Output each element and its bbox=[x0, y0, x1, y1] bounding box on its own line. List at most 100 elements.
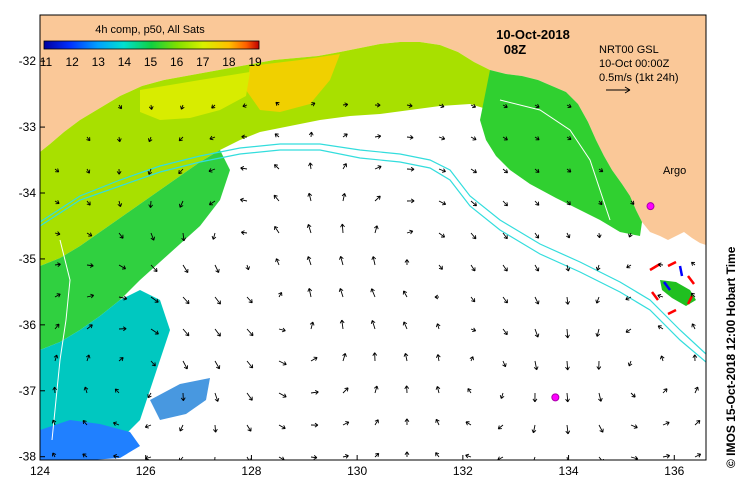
colorbar-tick-label: 14 bbox=[118, 55, 132, 69]
velocity-arrow bbox=[113, 454, 120, 459]
velocity-arrow bbox=[150, 360, 156, 367]
velocity-arrow bbox=[150, 264, 158, 273]
velocity-arrow bbox=[435, 323, 441, 330]
velocity-arrow bbox=[438, 264, 443, 270]
x-tick-label: 134 bbox=[559, 464, 579, 478]
velocity-arrow bbox=[310, 455, 318, 460]
velocity-arrow bbox=[502, 232, 508, 240]
x-tick-label: 128 bbox=[241, 464, 261, 478]
contour-white-2 bbox=[499, 99, 611, 221]
velocity-arrow bbox=[246, 424, 252, 432]
sst-southwest-cyan bbox=[40, 290, 170, 460]
velocity-arrow bbox=[374, 102, 381, 108]
velocity-arrow bbox=[82, 419, 88, 426]
velocity-arrow bbox=[180, 104, 185, 110]
colorbar-ticks: 11 12 13 14 15 16 17 18 19 bbox=[40, 55, 262, 69]
velocity-arrow bbox=[208, 200, 216, 206]
velocity-arrow bbox=[86, 232, 93, 237]
velocity-arrow bbox=[406, 135, 414, 140]
velocity-arrow bbox=[595, 328, 601, 337]
velocity-arrow bbox=[404, 385, 410, 394]
velocity-arrow bbox=[211, 232, 217, 240]
velocity-arrow bbox=[630, 200, 635, 205]
x-tick-label: 126 bbox=[136, 464, 156, 478]
velocity-arrow bbox=[53, 354, 59, 362]
velocity-arrow bbox=[404, 451, 410, 458]
y-tick-label: -37 bbox=[19, 384, 37, 398]
velocity-arrow bbox=[502, 136, 508, 141]
velocity-arrow bbox=[406, 166, 415, 172]
velocity-arrow bbox=[54, 200, 60, 205]
velocity-arrow bbox=[657, 325, 664, 330]
velocity-arrow bbox=[438, 168, 446, 173]
velocity-arrow bbox=[340, 223, 345, 234]
velocity-arrow bbox=[403, 352, 409, 362]
velocity-arrow bbox=[534, 264, 540, 272]
velocity-arrow bbox=[502, 296, 508, 304]
velocity-arrow bbox=[404, 259, 410, 266]
velocity-arrow bbox=[630, 392, 636, 398]
velocity-arrow bbox=[434, 294, 440, 300]
velocity-arrow bbox=[209, 135, 216, 141]
velocity-arrow bbox=[310, 422, 319, 428]
velocity-arrow bbox=[246, 296, 253, 304]
velocity-arrow bbox=[278, 360, 287, 366]
velocity-arrow bbox=[245, 264, 250, 271]
sst-cold-blue bbox=[40, 420, 140, 460]
velocity-arrow bbox=[86, 200, 91, 206]
velocity-arrow bbox=[310, 356, 318, 362]
velocity-arrow bbox=[54, 231, 61, 236]
velocity-arrow bbox=[338, 288, 344, 298]
velocity-arrow bbox=[534, 232, 540, 239]
velocity-arrow bbox=[86, 136, 91, 142]
velocity-arrow bbox=[83, 386, 89, 394]
velocity-arrow bbox=[374, 225, 379, 234]
velocity-arrow bbox=[182, 328, 190, 337]
velocity-arrow bbox=[598, 424, 604, 433]
velocity-arrow bbox=[435, 452, 440, 458]
velocity-arrow bbox=[659, 355, 665, 362]
velocity-arrow bbox=[502, 168, 509, 174]
velocity-arrow bbox=[86, 263, 94, 268]
velocity-arrow bbox=[150, 296, 159, 303]
velocity-arrow bbox=[278, 327, 286, 333]
velocity-arrow bbox=[278, 424, 286, 430]
velocity-arrow bbox=[565, 392, 570, 403]
velocity-arrow bbox=[470, 103, 477, 109]
velocity-arrow bbox=[502, 264, 508, 272]
velocity-arrow bbox=[246, 328, 254, 337]
velocity-arrow bbox=[470, 168, 477, 174]
velocity-arrow bbox=[596, 360, 602, 370]
velocity-arrow bbox=[534, 103, 540, 109]
velocity-arrow bbox=[435, 418, 440, 426]
velocity-arrow bbox=[342, 421, 350, 426]
velocity-arrow bbox=[566, 232, 571, 239]
velocity-arrow bbox=[406, 229, 414, 235]
sst-gulf-inlet bbox=[660, 280, 696, 306]
velocity-arrow bbox=[470, 200, 477, 207]
velocity-arrow bbox=[342, 163, 347, 170]
velocity-arrow bbox=[531, 424, 537, 434]
x-tick-label: 130 bbox=[347, 464, 367, 478]
velocity-arrow bbox=[566, 136, 572, 141]
velocity-arrow bbox=[690, 292, 696, 298]
velocity-arrow bbox=[371, 256, 377, 266]
colorbar-tick-label: 18 bbox=[222, 55, 236, 69]
velocity-arrow bbox=[307, 288, 313, 298]
velocity-arrow bbox=[691, 323, 696, 330]
velocity-arrow bbox=[406, 103, 413, 108]
velocity-arrow bbox=[566, 456, 569, 460]
velocity-arrow bbox=[565, 264, 571, 272]
velocity-arrow bbox=[144, 424, 152, 429]
velocity-arrow bbox=[499, 392, 505, 399]
velocity-arrow bbox=[116, 136, 122, 143]
velocity-arrow bbox=[118, 104, 123, 110]
velocity-arrow bbox=[565, 424, 571, 435]
velocity-arrow bbox=[566, 200, 571, 206]
sst-warm-patch bbox=[246, 54, 340, 112]
velocity-arrow bbox=[86, 168, 91, 174]
colorbar-tick-label: 12 bbox=[65, 55, 79, 69]
velocity-arrow bbox=[374, 195, 381, 202]
velocity-arrow bbox=[342, 133, 348, 138]
velocity-arrow bbox=[241, 134, 248, 140]
